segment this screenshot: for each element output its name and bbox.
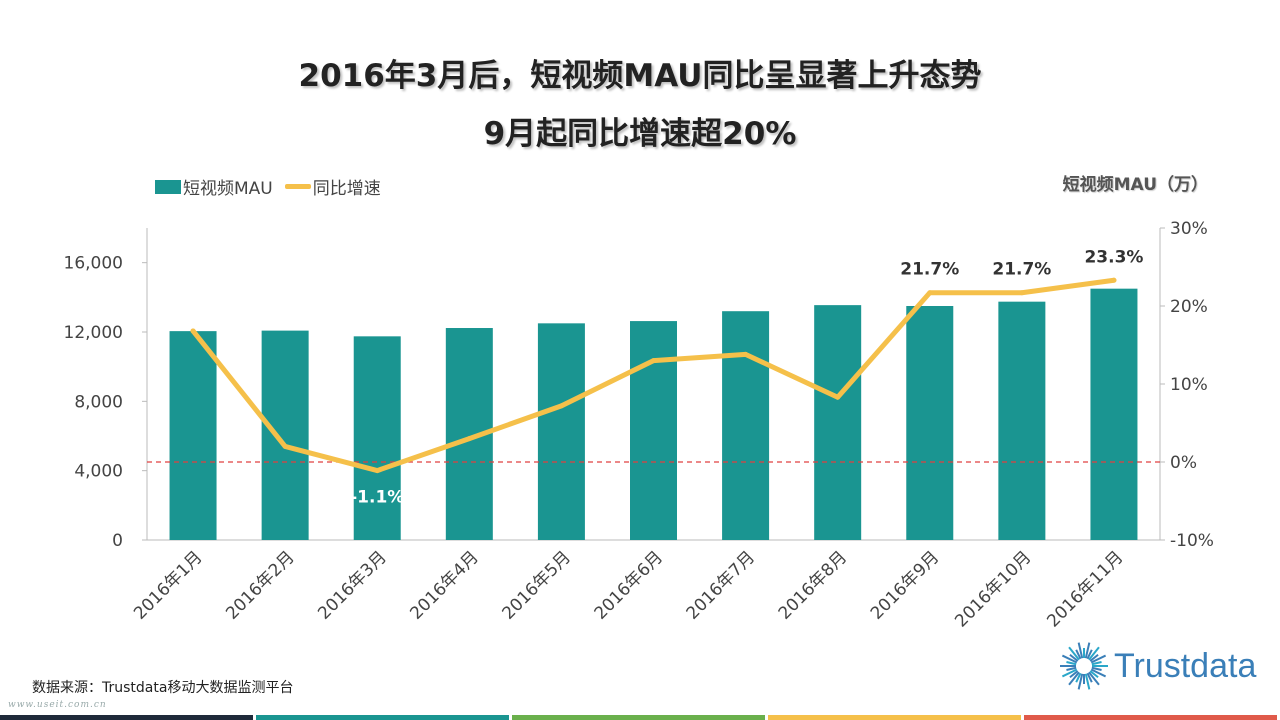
- bar-mau: [261, 330, 309, 540]
- growth-rate-point: [374, 468, 380, 474]
- bar-mau: [906, 306, 954, 540]
- growth-rate-data-label: 23.3%: [1084, 247, 1143, 267]
- logo-ray: [1069, 670, 1079, 679]
- sunburst-logo-icon: [1060, 642, 1108, 690]
- x-axis-category-label: 2016年8月: [775, 547, 851, 623]
- logo-ray: [1090, 654, 1107, 664]
- bar-mau: [722, 311, 770, 540]
- legend-swatch-line: [284, 184, 311, 189]
- legend-label-mau: 短视频MAU: [183, 179, 273, 199]
- bar-mau: [630, 321, 677, 540]
- x-axis-category-label: 2016年6月: [591, 547, 667, 623]
- x-axis-category-label: 2016年2月: [222, 547, 298, 623]
- legend: 短视频MAU 同比增速: [155, 174, 393, 199]
- footer-strip-segment: [256, 715, 509, 720]
- x-axis-category-label: 2016年7月: [683, 547, 759, 623]
- legend-label-growth: 同比增速: [312, 179, 381, 199]
- x-axis-category-label: 2016年3月: [314, 547, 390, 623]
- legend-item-growth: 同比增速: [284, 174, 381, 199]
- legend-item-mau: 短视频MAU: [155, 174, 273, 199]
- growth-rate-point: [1111, 277, 1117, 283]
- right-axis-tick-label: -10%: [1170, 531, 1214, 551]
- logo-ray: [1077, 673, 1084, 690]
- logo-ray: [1088, 671, 1100, 686]
- growth-rate-point: [743, 351, 749, 357]
- left-axis-tick-label: 12,000: [64, 323, 123, 343]
- bar-mau: [1090, 288, 1138, 540]
- growth-rate-data-label: 21.7%: [992, 260, 1051, 280]
- right-axis-tick-label: 0%: [1170, 453, 1197, 473]
- bar-mau: [537, 323, 585, 540]
- left-axis-tick-label: 16,000: [64, 254, 123, 274]
- logo-ray: [1090, 668, 1107, 678]
- logo-ray: [1061, 654, 1078, 664]
- left-axis-tick-label: 0: [112, 531, 123, 551]
- logo-ray: [1066, 666, 1077, 671]
- x-axis-category-label: 2016年4月: [406, 547, 482, 623]
- bar-mau: [998, 301, 1046, 540]
- watermark: www.useit.com.cn: [8, 700, 107, 710]
- logo-ray: [1066, 661, 1077, 666]
- legend-swatch-bar: [155, 179, 181, 194]
- x-axis-category-label: 2016年9月: [867, 547, 943, 623]
- logo-ray: [1086, 672, 1093, 683]
- bar-mau: [169, 331, 217, 540]
- growth-rate-point: [466, 436, 472, 442]
- logo-ray: [1084, 642, 1091, 659]
- x-axis-category-label: 2016年11月: [1043, 547, 1127, 631]
- logo-ray: [1077, 642, 1084, 659]
- x-axis-category-label: 2016年1月: [130, 547, 206, 623]
- logo-ray: [1091, 661, 1102, 666]
- footer-strip-segment: [0, 715, 253, 720]
- logo-text: Trustdata: [1114, 646, 1257, 685]
- logo-ray: [1089, 653, 1099, 662]
- growth-rate-point: [190, 328, 196, 334]
- growth-rate-point: [651, 358, 656, 364]
- growth-rate-point: [1019, 290, 1025, 296]
- data-source-note: 数据来源：Trustdata移动大数据监测平台: [32, 680, 294, 696]
- growth-rate-data-label: -1.1%: [350, 488, 404, 508]
- growth-rate-point: [558, 403, 564, 409]
- footer-color-strip: [0, 715, 1280, 720]
- footer-strip-segment: [768, 715, 1021, 720]
- right-axis-tick-label: 30%: [1170, 219, 1208, 239]
- growth-rate-data-label: 21.7%: [900, 260, 959, 280]
- footer-strip-segment: [512, 715, 765, 720]
- logo-ray: [1068, 646, 1080, 661]
- bar-mau: [814, 305, 862, 540]
- left-axis-tick-label: 8,000: [74, 392, 123, 412]
- footer-strip-segment: [1024, 715, 1277, 720]
- logo-ray: [1084, 673, 1091, 690]
- chart-subtitle: 9月起同比增速超20%: [483, 116, 797, 152]
- logo-ray: [1069, 653, 1079, 662]
- logo-ray: [1075, 649, 1082, 660]
- logo-ray: [1061, 668, 1078, 678]
- trustdata-logo: Trustdata: [1058, 636, 1256, 696]
- x-axis-category-label: 2016年5月: [499, 547, 575, 623]
- x-axis-category-label: 2016年10月: [951, 547, 1035, 631]
- growth-rate-point: [927, 290, 933, 296]
- bar-mau: [353, 336, 401, 540]
- logo-ray: [1068, 671, 1080, 686]
- logo-ray: [1086, 649, 1093, 660]
- logo-ray: [1075, 672, 1082, 683]
- growth-rate-point: [282, 443, 288, 449]
- right-axis-tick-label: 20%: [1170, 297, 1208, 317]
- logo-ray: [1089, 670, 1099, 679]
- growth-rate-point: [835, 394, 841, 400]
- logo-ray: [1088, 646, 1100, 661]
- logo-ray: [1091, 666, 1102, 671]
- left-axis-tick-label: 4,000: [74, 462, 123, 482]
- right-axis-tick-label: 10%: [1170, 375, 1208, 395]
- right-axis-unit-label: 短视频MAU（万）: [1062, 175, 1208, 195]
- chart-title: 2016年3月后，短视频MAU同比呈显著上升态势: [298, 58, 982, 94]
